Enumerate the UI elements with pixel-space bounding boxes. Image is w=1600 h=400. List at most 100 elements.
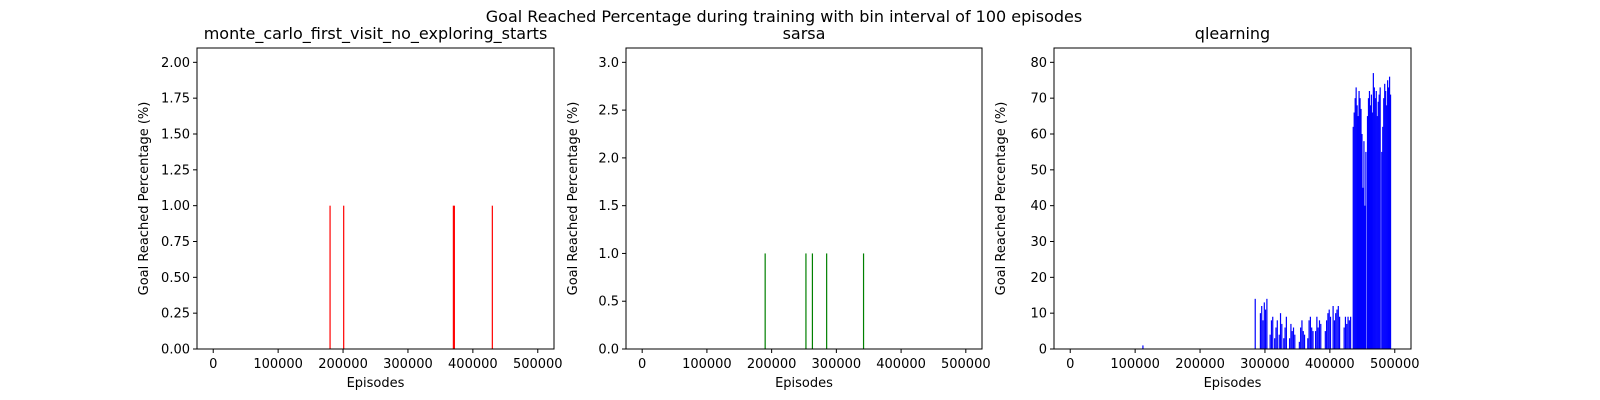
bar xyxy=(1308,320,1310,349)
bar xyxy=(1324,331,1326,349)
bar xyxy=(1298,341,1300,349)
bar xyxy=(1379,87,1381,350)
x-tick-label: 400000 xyxy=(1305,357,1355,372)
bar xyxy=(1355,87,1357,350)
x-tick-label: 200000 xyxy=(1175,357,1225,372)
y-tick-label: 10 xyxy=(1030,307,1047,322)
bar xyxy=(805,253,807,349)
bar xyxy=(1318,320,1321,349)
x-axis-label: Episodes xyxy=(775,376,833,391)
bar xyxy=(1289,338,1291,349)
bar xyxy=(1356,105,1358,349)
bar xyxy=(1367,98,1370,349)
bar xyxy=(826,253,828,349)
bar xyxy=(1388,87,1390,350)
x-tick-label: 0 xyxy=(209,357,217,372)
bar xyxy=(1386,105,1388,349)
y-tick-label: 70 xyxy=(1030,92,1047,107)
bar xyxy=(1354,98,1356,349)
bar xyxy=(1377,101,1379,349)
bar xyxy=(1376,116,1378,349)
y-tick-label: 1.0 xyxy=(598,247,619,262)
y-tick-label: 1.50 xyxy=(161,128,190,143)
bar xyxy=(1347,316,1349,349)
y-tick-label: 60 xyxy=(1030,128,1047,143)
bar xyxy=(1275,327,1277,349)
subplot-title: monte_carlo_first_visit_no_exploring_sta… xyxy=(204,24,548,44)
x-tick-label: 400000 xyxy=(876,357,926,372)
y-tick-label: 50 xyxy=(1030,163,1047,178)
subplot-1: 0 100000 200000 300000 400000 500000 0.00 0.25 0… xyxy=(137,24,563,391)
bar xyxy=(1254,298,1256,349)
bar xyxy=(1335,313,1337,349)
bar xyxy=(1316,316,1318,349)
bar xyxy=(1261,306,1263,349)
y-tick-label: 30 xyxy=(1030,235,1047,250)
bar xyxy=(1309,316,1311,349)
y-tick-label: 80 xyxy=(1030,56,1047,71)
x-axis-label: Episodes xyxy=(347,376,405,391)
bar xyxy=(1384,83,1386,349)
x-tick-label: 100000 xyxy=(253,357,303,372)
bar xyxy=(1364,205,1366,349)
bar xyxy=(1274,338,1276,349)
bar xyxy=(1365,151,1367,349)
bar xyxy=(1344,316,1347,349)
bar xyxy=(1368,91,1371,349)
bar xyxy=(453,205,455,349)
x-tick-label: 100000 xyxy=(682,357,732,372)
y-tick-label: 0.00 xyxy=(161,343,190,358)
bar xyxy=(1339,316,1341,349)
bar xyxy=(1373,87,1375,350)
y-tick-label: 2.5 xyxy=(598,104,619,119)
bar xyxy=(1266,298,1268,349)
bar xyxy=(1371,112,1373,349)
x-tick-label: 100000 xyxy=(1110,357,1160,372)
y-tick-label: 20 xyxy=(1030,271,1047,286)
y-axis-label: Goal Reached Percentage (%) xyxy=(566,102,581,296)
axes-frame xyxy=(1053,47,1412,350)
bar xyxy=(1385,91,1387,349)
bar xyxy=(1270,320,1273,349)
bar xyxy=(491,205,493,349)
bar xyxy=(1374,98,1376,349)
bar xyxy=(1290,323,1292,349)
x-tick-label: 300000 xyxy=(1240,357,1290,372)
x-tick-label: 300000 xyxy=(383,357,433,372)
bar xyxy=(1279,313,1282,349)
axes-frame xyxy=(625,47,983,350)
x-axis-label: Episodes xyxy=(1204,376,1262,391)
bar xyxy=(1350,316,1352,349)
bars xyxy=(329,205,493,349)
subplot-title: sarsa xyxy=(783,24,826,43)
bar xyxy=(1346,323,1348,349)
x-tick-label: 500000 xyxy=(1370,357,1420,372)
y-tick-label: 0.5 xyxy=(598,295,619,310)
bar xyxy=(1328,309,1330,349)
subplot-title: qlearning xyxy=(1195,24,1270,43)
bar xyxy=(1272,316,1274,349)
x-tick-label: 400000 xyxy=(448,357,498,372)
bar xyxy=(862,253,865,349)
bar xyxy=(1333,320,1336,349)
bar xyxy=(1263,302,1265,349)
bar xyxy=(1301,320,1303,349)
bar xyxy=(1332,306,1334,349)
bar xyxy=(764,253,766,349)
x-tick-label: 200000 xyxy=(747,357,797,372)
bars xyxy=(1142,73,1392,350)
bar xyxy=(1311,327,1313,349)
bar xyxy=(1370,94,1373,349)
bar xyxy=(1353,112,1355,349)
axes-frame xyxy=(196,47,555,350)
bar xyxy=(1320,323,1322,349)
bar xyxy=(1303,334,1306,349)
y-tick-label: 1.25 xyxy=(161,163,190,178)
bar xyxy=(1348,320,1350,349)
bar xyxy=(1327,313,1329,349)
subplot-2: 0 100000 200000 300000 400000 500000 0.0 0.5 1.0… xyxy=(566,24,991,391)
bar xyxy=(1278,334,1280,349)
bar xyxy=(1363,141,1365,349)
bar xyxy=(343,205,345,349)
